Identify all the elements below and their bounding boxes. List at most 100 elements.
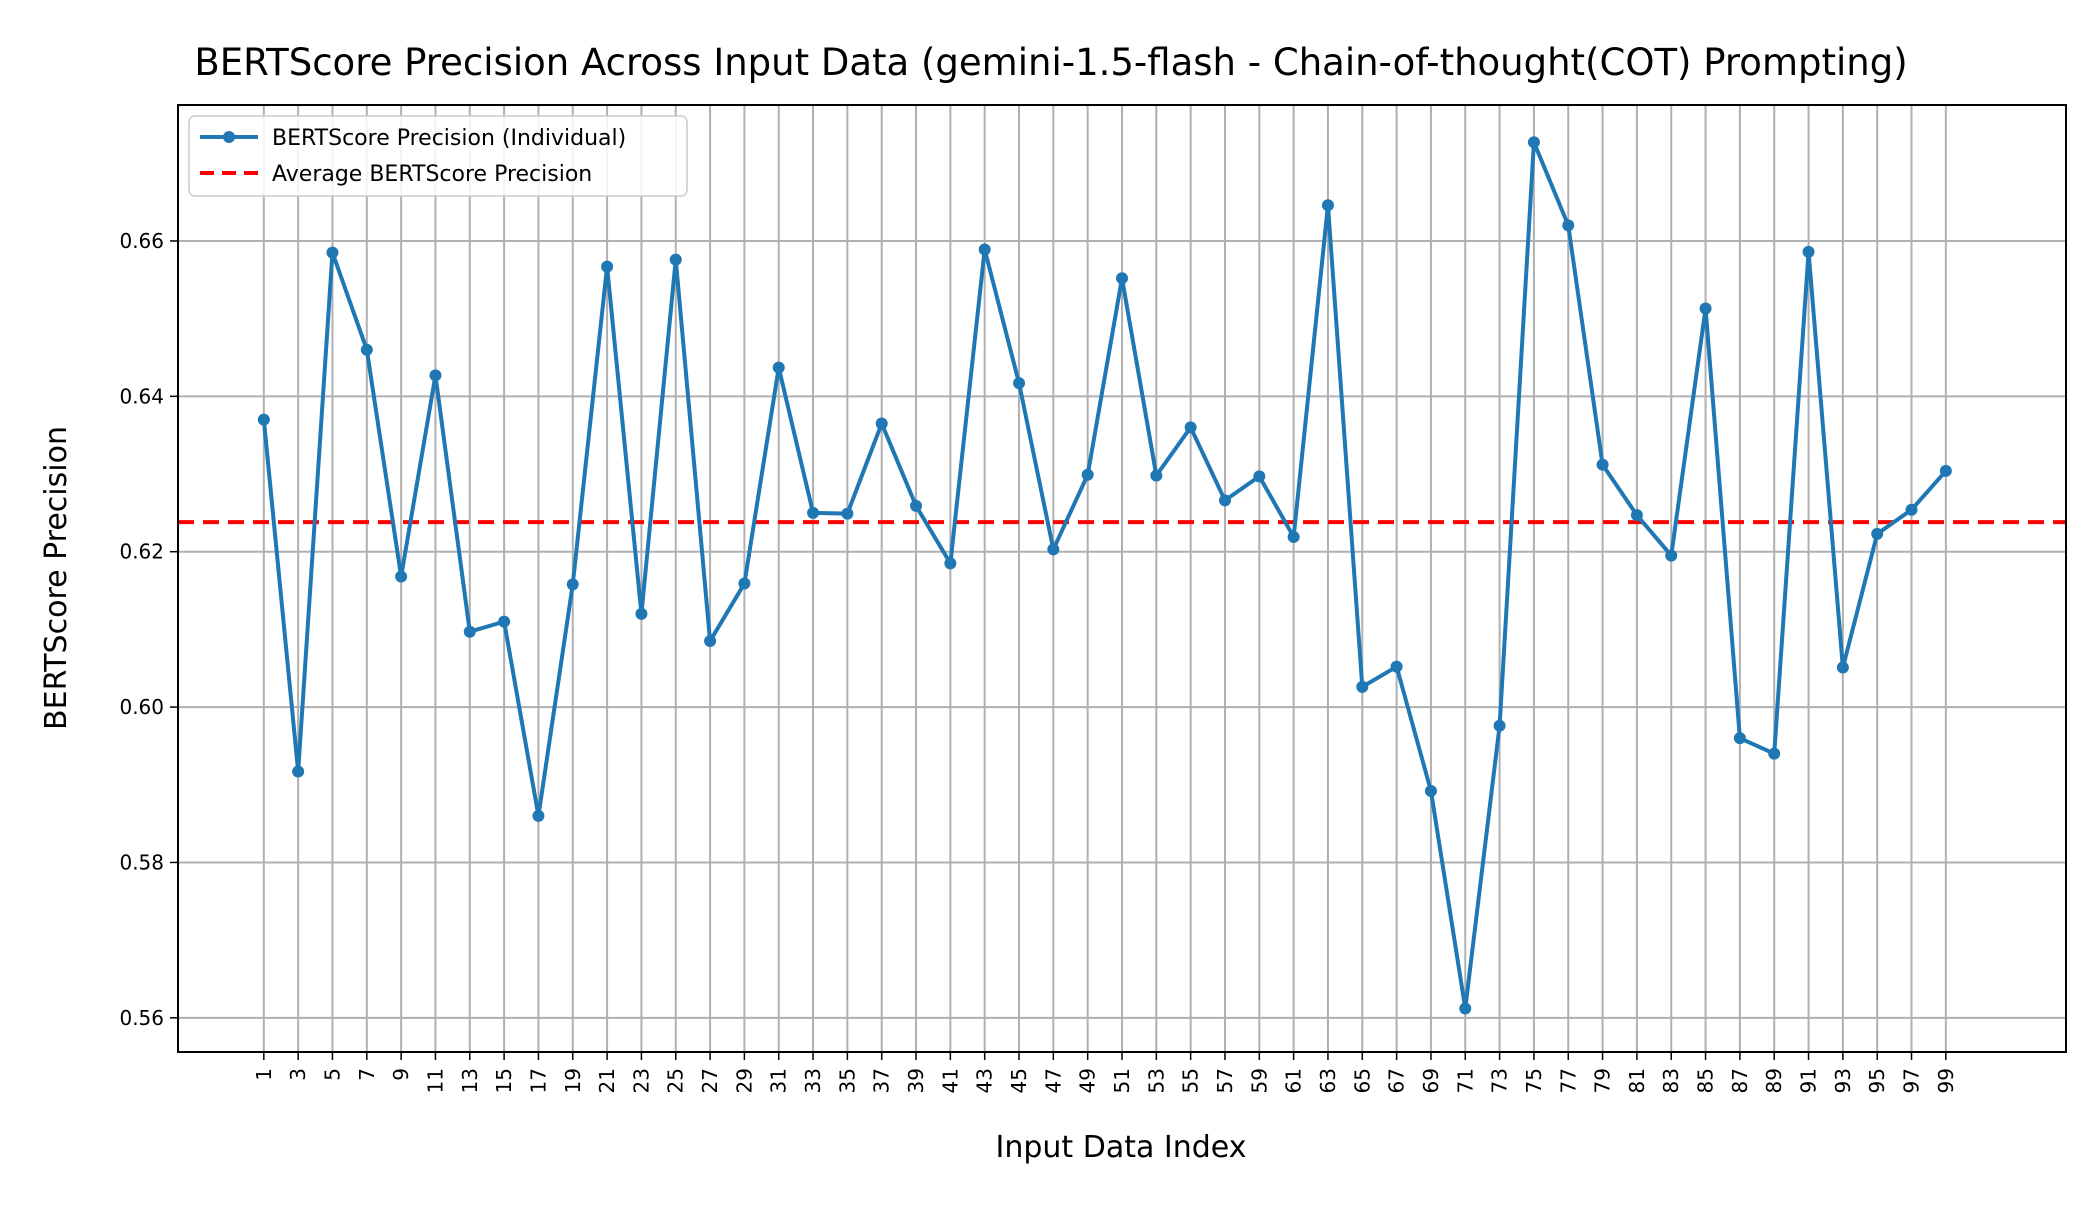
data-point	[944, 557, 957, 570]
x-tick-label: 27	[698, 1068, 722, 1093]
x-tick-label: 33	[801, 1068, 825, 1093]
data-point	[635, 607, 648, 620]
x-tick-label: 7	[355, 1068, 379, 1081]
data-point	[875, 417, 888, 430]
data-point	[1871, 527, 1884, 540]
data-point	[1321, 199, 1334, 212]
data-point	[1527, 136, 1540, 149]
x-tick-label: 23	[629, 1068, 653, 1093]
x-tick-label: 43	[973, 1068, 997, 1093]
legend-label-average: Average BERTScore Precision	[272, 162, 592, 187]
x-tick-label: 37	[870, 1068, 894, 1093]
y-axis-label: BERTScore Precision	[39, 426, 74, 730]
legend-label-individual: BERTScore Precision (Individual)	[272, 126, 626, 151]
x-tick-label: 39	[904, 1068, 928, 1093]
x-tick-label: 85	[1694, 1068, 1718, 1093]
x-tick-label: 53	[1144, 1068, 1168, 1093]
x-tick-label: 1	[252, 1068, 276, 1081]
data-point	[1047, 543, 1060, 556]
x-tick-label: 93	[1831, 1068, 1855, 1093]
data-point	[1184, 421, 1197, 434]
x-tick-label: 17	[526, 1068, 550, 1093]
x-axis-label: Input Data Index	[996, 1130, 1247, 1165]
x-tick-label: 21	[595, 1068, 619, 1093]
data-point	[1562, 219, 1575, 232]
data-point	[1424, 784, 1437, 797]
data-point	[704, 635, 717, 648]
x-tick-label: 9	[389, 1068, 413, 1081]
x-tick-label: 41	[938, 1068, 962, 1093]
x-tick-label: 5	[320, 1068, 344, 1081]
data-point	[1459, 1002, 1472, 1015]
y-axis-ticks: 0.56 0.58 0.60 0.62 0.64 0.66	[119, 229, 178, 1030]
series-line-individual	[261, 140, 1948, 1011]
x-tick-label: 25	[664, 1068, 688, 1093]
x-tick-label: 35	[835, 1068, 859, 1093]
x-tick-label: 19	[561, 1068, 585, 1093]
x-tick-label: 49	[1076, 1068, 1100, 1093]
data-point	[292, 765, 305, 778]
x-tick-label: 63	[1316, 1068, 1340, 1093]
data-point	[772, 361, 785, 374]
y-tick-label: 0.56	[119, 1006, 164, 1030]
x-tick-label: 99	[1934, 1068, 1958, 1093]
data-point	[1253, 470, 1266, 483]
x-tick-label: 79	[1591, 1068, 1615, 1093]
data-point	[1493, 719, 1506, 732]
data-point	[360, 343, 373, 356]
data-point	[738, 577, 751, 590]
y-tick-label: 0.64	[119, 384, 164, 408]
data-point	[1665, 549, 1678, 562]
x-tick-label: 11	[423, 1068, 447, 1093]
x-tick-label: 59	[1247, 1068, 1271, 1093]
x-tick-label: 31	[767, 1068, 791, 1093]
data-point	[669, 253, 682, 266]
data-point	[1596, 458, 1609, 471]
x-tick-label: 71	[1453, 1068, 1477, 1093]
data-point	[1116, 272, 1128, 285]
chart-title: BERTScore Precision Across Input Data (g…	[194, 41, 1907, 84]
data-point	[978, 243, 991, 256]
y-tick-label: 0.66	[119, 229, 164, 253]
data-point	[1939, 464, 1952, 477]
y-tick-label: 0.62	[119, 540, 164, 564]
legend-marker-individual	[223, 131, 235, 143]
data-point	[1802, 245, 1815, 258]
x-tick-label: 81	[1625, 1068, 1649, 1093]
data-point	[1733, 732, 1746, 745]
legend: BERTScore Precision (Individual) Average…	[188, 115, 688, 197]
data-point	[1013, 377, 1026, 390]
data-point	[1081, 468, 1094, 481]
data-point	[1218, 494, 1231, 507]
x-tick-label: 57	[1213, 1068, 1237, 1093]
x-tick-label: 75	[1522, 1068, 1546, 1093]
data-point	[1905, 503, 1918, 516]
x-tick-label: 47	[1041, 1068, 1065, 1093]
x-tick-label: 73	[1488, 1068, 1512, 1093]
data-point	[1390, 660, 1403, 673]
data-point	[257, 413, 270, 426]
x-tick-label: 95	[1865, 1068, 1889, 1093]
data-point	[1150, 469, 1163, 482]
x-tick-label: 89	[1762, 1068, 1786, 1093]
y-tick-label: 0.60	[119, 695, 164, 719]
x-axis-ticks: 1 3 5 7 9 11 13 15 17 19 21 23 25 27 29 31 33 35 37 39 41 43 4…	[252, 1052, 1958, 1093]
x-tick-label: 3	[286, 1068, 310, 1081]
x-tick-label: 91	[1797, 1068, 1821, 1093]
data-point	[463, 625, 476, 638]
x-tick-label: 61	[1282, 1068, 1306, 1093]
x-tick-label: 87	[1728, 1068, 1752, 1093]
data-point	[1699, 302, 1712, 315]
x-tick-label: 13	[458, 1068, 482, 1093]
data-point	[1287, 530, 1300, 543]
x-tick-label: 65	[1350, 1068, 1374, 1093]
x-tick-label: 51	[1110, 1068, 1134, 1093]
data-point	[1630, 509, 1643, 522]
y-tick-label: 0.58	[119, 850, 164, 874]
data-point	[566, 578, 579, 591]
series-layer	[257, 136, 1952, 1015]
data-point	[601, 260, 614, 273]
